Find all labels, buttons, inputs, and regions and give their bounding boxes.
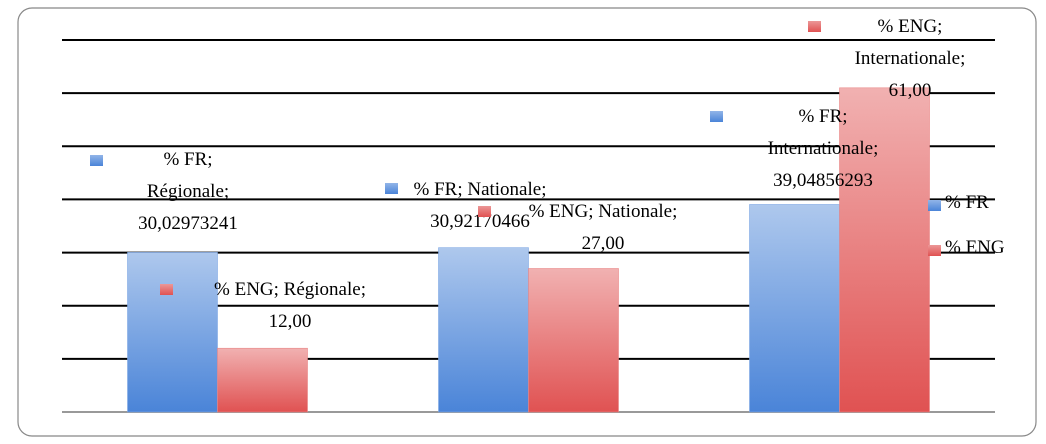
- legend-swatch: [928, 245, 941, 256]
- data-label: % ENG; Internationale; 61,00: [854, 16, 966, 101]
- bar: [127, 252, 218, 413]
- bar: [438, 247, 529, 413]
- data-label: % FR; Régionale; 30,02973241: [138, 149, 238, 234]
- label-swatch: [710, 111, 723, 122]
- data-label: % ENG; Nationale; 27,00: [528, 201, 678, 254]
- legend-label: % ENG: [945, 237, 1005, 258]
- bar: [839, 87, 930, 413]
- label-swatch: [385, 183, 398, 194]
- bar: [749, 204, 840, 413]
- bar: [217, 347, 308, 413]
- data-label: % ENG; Régionale; 12,00: [214, 279, 366, 332]
- label-swatch: [160, 284, 173, 295]
- bar: [528, 268, 619, 413]
- data-label: % FR; Nationale; 30,92170466: [413, 179, 547, 232]
- legend-swatch: [928, 200, 941, 211]
- label-swatch: [90, 155, 103, 166]
- data-label: % FR; Internationale; 39,04856293: [767, 106, 879, 191]
- legend-label: % FR: [945, 192, 989, 213]
- label-swatch: [808, 21, 821, 32]
- label-swatch: [478, 206, 491, 217]
